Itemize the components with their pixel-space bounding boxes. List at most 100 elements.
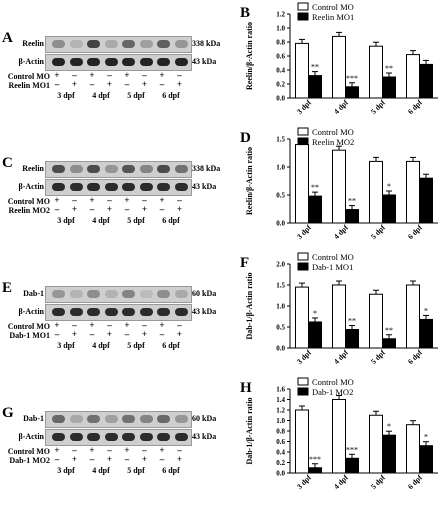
target-band [104, 165, 118, 173]
loading-blot [45, 179, 192, 196]
target-band [157, 40, 170, 48]
treatment-sign: – [107, 320, 112, 330]
actin-band [87, 433, 100, 441]
treatment-sign: + [176, 329, 183, 339]
bar [406, 424, 420, 474]
treatment-sign: – [177, 195, 182, 205]
target-protein-label: Reelin [22, 164, 44, 173]
treatment-sign: + [71, 79, 78, 89]
treatment-sign: + [159, 70, 165, 80]
x-tick-label: 3 dpf [295, 223, 313, 241]
treatment-sign: – [177, 320, 182, 330]
treatment-sign: + [141, 204, 148, 214]
bar [345, 457, 359, 474]
y-tick-label: 1.0 [276, 164, 285, 172]
target-band [139, 165, 153, 173]
bar [382, 434, 396, 474]
legend-label: Dab-1 MO2 [312, 387, 353, 397]
bar-chart: B 0.0 0.2 0.4 0.6 0.8 1.0 1.2 Reelin/β-Actin rat… [240, 2, 438, 116]
treatment-sign: – [159, 329, 165, 339]
actin-band [174, 58, 188, 66]
target-band [87, 40, 100, 48]
loading-kda-marker: 43 kDa [192, 307, 217, 316]
actin-band [157, 58, 170, 66]
blot-panel-letter: C [2, 155, 13, 171]
y-tick-label: 0.2 [276, 459, 285, 467]
target-band [139, 415, 153, 423]
treatment-sign: – [54, 204, 60, 214]
x-tick-label: 4 dpf [332, 98, 350, 116]
x-tick-label: 6 dpf [406, 98, 424, 116]
treatment-row-label: Control MO [7, 322, 50, 331]
day-label: 5 dpf [127, 216, 145, 225]
loading-blot [45, 304, 192, 321]
bar [419, 177, 433, 224]
bar [369, 293, 383, 349]
y-tick-label: 0.4 [276, 67, 285, 75]
treatment-sign: – [107, 70, 112, 80]
treatment-sign: – [72, 70, 77, 80]
chart-panel: B 0.0 0.2 0.4 0.6 0.8 1.0 1.2 Reelin/β-Actin rat… [238, 0, 445, 125]
treatment-sign: + [54, 320, 60, 330]
loading-blot [45, 54, 192, 71]
treatment-sign: – [142, 320, 147, 330]
treatment-row-label: Dab-1 MO2 [9, 456, 50, 465]
treatment-sign: – [89, 204, 95, 214]
target-band [122, 415, 135, 423]
x-tick-label: 4 dpf [332, 473, 350, 491]
significance-marker: ** [311, 183, 319, 192]
treatment-sign: + [124, 445, 130, 455]
significance-marker: ** [385, 326, 393, 335]
actin-band [104, 433, 118, 441]
bar [332, 35, 346, 99]
treatment-sign: + [89, 195, 95, 205]
chart-panel: H 0.0 0.2 0.4 0.6 0.8 1.0 1.2 1.4 1.6 Dab-1/β-Acti… [238, 375, 445, 500]
treatment-sign: – [159, 454, 165, 464]
chart-panel-letter: H [240, 380, 252, 396]
treatment-row-label: Dab-1 MO1 [9, 331, 50, 340]
actin-band [87, 58, 100, 66]
target-band [157, 290, 170, 298]
bar-chart: H 0.0 0.2 0.4 0.6 0.8 1.0 1.2 1.4 1.6 Dab-1/β-Acti… [240, 377, 438, 491]
target-band [174, 415, 188, 423]
treatment-sign: + [124, 70, 130, 80]
actin-band [174, 308, 188, 316]
treatment-sign: + [71, 454, 78, 464]
treatment-sign: – [107, 195, 112, 205]
actin-band [157, 308, 170, 316]
treatment-sign: – [89, 79, 95, 89]
actin-band [87, 308, 100, 316]
treatment-sign: + [159, 195, 165, 205]
bar [295, 286, 309, 349]
significance-marker: * [313, 309, 317, 318]
bar [419, 445, 433, 474]
day-label: 5 dpf [127, 91, 145, 100]
x-tick-label: 5 dpf [369, 223, 387, 241]
treatment-sign: + [106, 79, 113, 89]
bar [345, 86, 359, 99]
y-tick-label: 1.0 [276, 25, 285, 33]
treatment-row-label: Reelin MO2 [8, 206, 50, 215]
actin-band [52, 308, 65, 316]
y-tick-label: 1.2 [276, 407, 285, 415]
treatment-sign: – [124, 79, 130, 89]
bar [345, 209, 359, 224]
treatment-sign: – [72, 445, 77, 455]
x-tick-label: 3 dpf [295, 473, 313, 491]
treatment-sign: + [106, 204, 113, 214]
treatment-sign: – [142, 445, 147, 455]
target-band [69, 40, 83, 48]
treatment-row-label: Control MO [7, 447, 50, 456]
bar [295, 409, 309, 474]
significance-marker: *** [346, 74, 358, 83]
x-tick-label: 4 dpf [332, 223, 350, 241]
legend-swatch [297, 262, 309, 271]
blot-panel-letter: A [2, 30, 13, 46]
y-tick-label: 0.0 [276, 220, 285, 228]
day-label: 3 dpf [57, 466, 75, 475]
bar [308, 467, 322, 474]
target-kda-marker: 338 kDa [192, 39, 221, 48]
loading-control-label: β-Actin [18, 57, 44, 66]
treatment-sign: + [54, 445, 60, 455]
y-tick-label: 0.4 [276, 449, 285, 457]
